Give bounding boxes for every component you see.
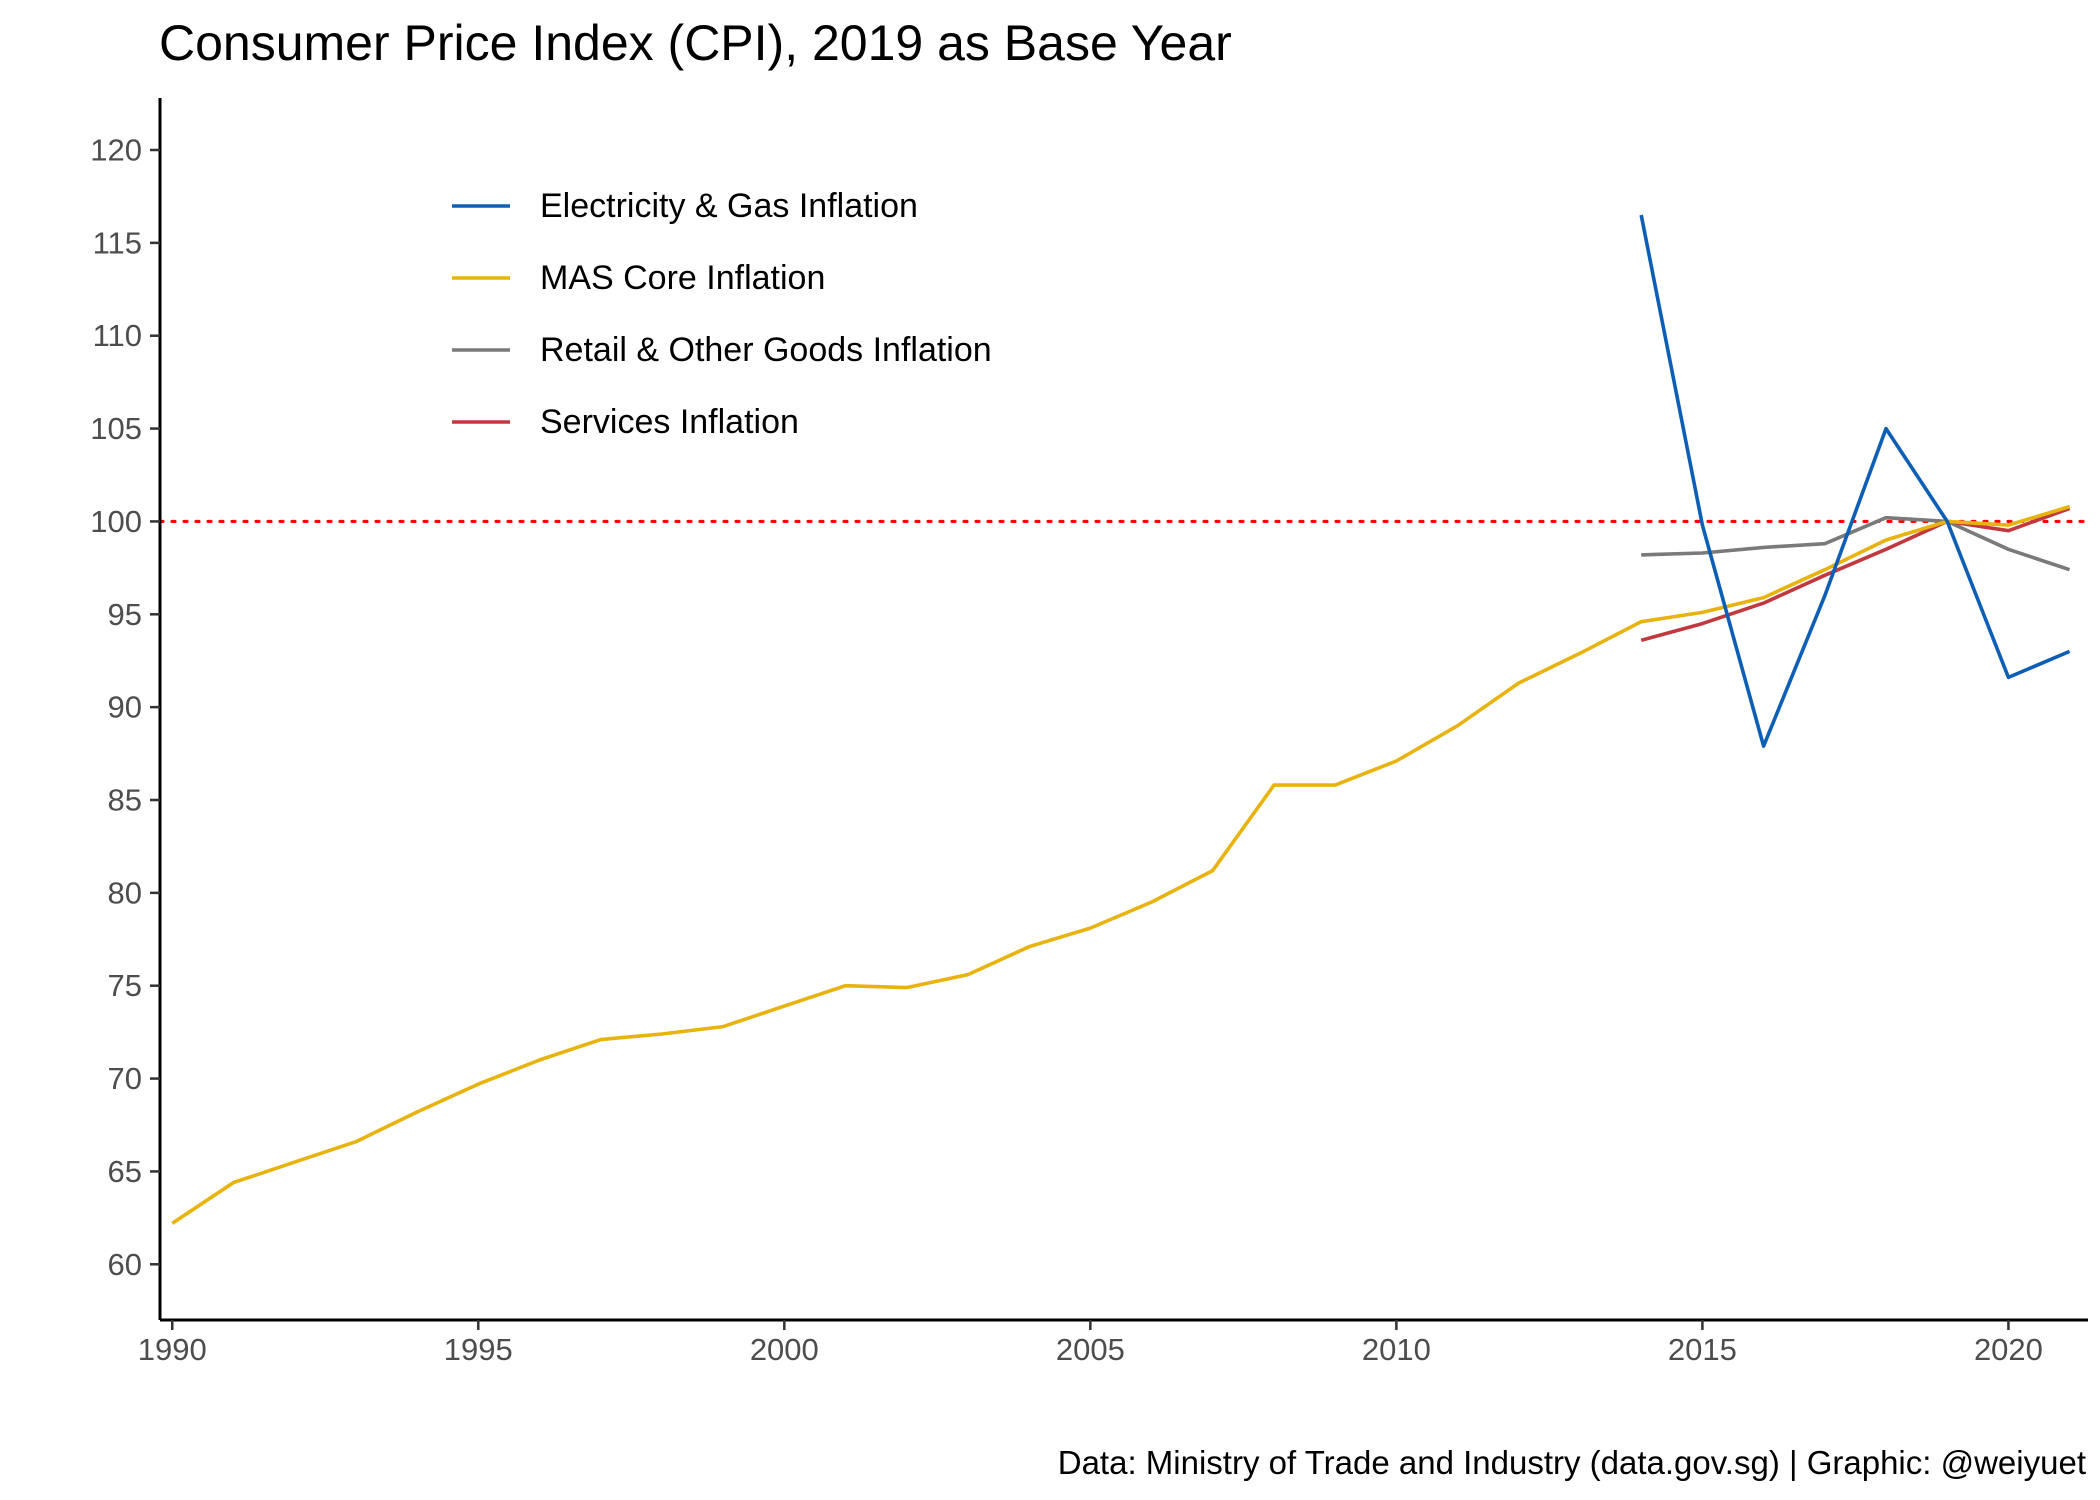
x-tick-label: 1990 (138, 1332, 207, 1367)
legend-label: Retail & Other Goods Inflation (540, 331, 992, 369)
series-line-mas-core-inflation (171, 504, 2071, 1225)
y-tick-label: 65 (108, 1154, 142, 1189)
series-line-services-inflation (1640, 506, 2071, 643)
y-tick-label: 75 (108, 968, 142, 1003)
legend-item: Services Inflation (452, 403, 799, 441)
legend-item: MAS Core Inflation (452, 259, 825, 297)
x-tick-label: 2000 (750, 1332, 819, 1367)
chart-title: Consumer Price Index (CPI), 2019 as Base… (159, 15, 1232, 71)
y-tick-label: 90 (108, 690, 142, 725)
series-layer (171, 214, 2071, 1225)
x-tick-label: 1995 (444, 1332, 513, 1367)
legend-item: Electricity & Gas Inflation (452, 187, 918, 225)
y-ticks: 60 65 70 75 80 85 90 95 100 105 110 115 120 (90, 133, 160, 1282)
chart-caption: Data: Ministry of Trade and Industry (da… (1057, 1444, 2086, 1481)
x-tick-label: 2020 (1974, 1332, 2043, 1367)
x-tick-label: 2010 (1362, 1332, 1431, 1367)
y-tick-label: 70 (108, 1061, 142, 1096)
legend-label: Electricity & Gas Inflation (540, 187, 918, 225)
y-tick-label: 95 (108, 597, 142, 632)
y-tick-label: 80 (108, 875, 142, 910)
y-tick-label: 120 (90, 133, 142, 168)
y-tick-label: 100 (90, 504, 142, 539)
y-tick-label: 115 (93, 225, 142, 260)
y-tick-label: 85 (108, 783, 142, 818)
legend: Electricity & Gas Inflation MAS Core Infl… (452, 187, 992, 441)
x-tick-label: 2005 (1056, 1332, 1125, 1367)
x-tick-label: 2015 (1668, 1332, 1737, 1367)
y-tick-label: 110 (93, 318, 142, 353)
series-line-electricity-and-gas-inflation (1639, 214, 2071, 748)
y-tick-label: 105 (90, 411, 142, 446)
x-ticks: 1990 1995 2000 2005 2010 2015 2020 (138, 1320, 2043, 1367)
legend-item: Retail & Other Goods Inflation (452, 331, 992, 369)
axes (158, 98, 2088, 1322)
legend-label: Services Inflation (540, 403, 799, 441)
y-tick-label: 60 (108, 1247, 142, 1282)
series-line-retail-and-other-goods-inflation (1641, 515, 2071, 572)
legend-label: MAS Core Inflation (540, 259, 825, 297)
